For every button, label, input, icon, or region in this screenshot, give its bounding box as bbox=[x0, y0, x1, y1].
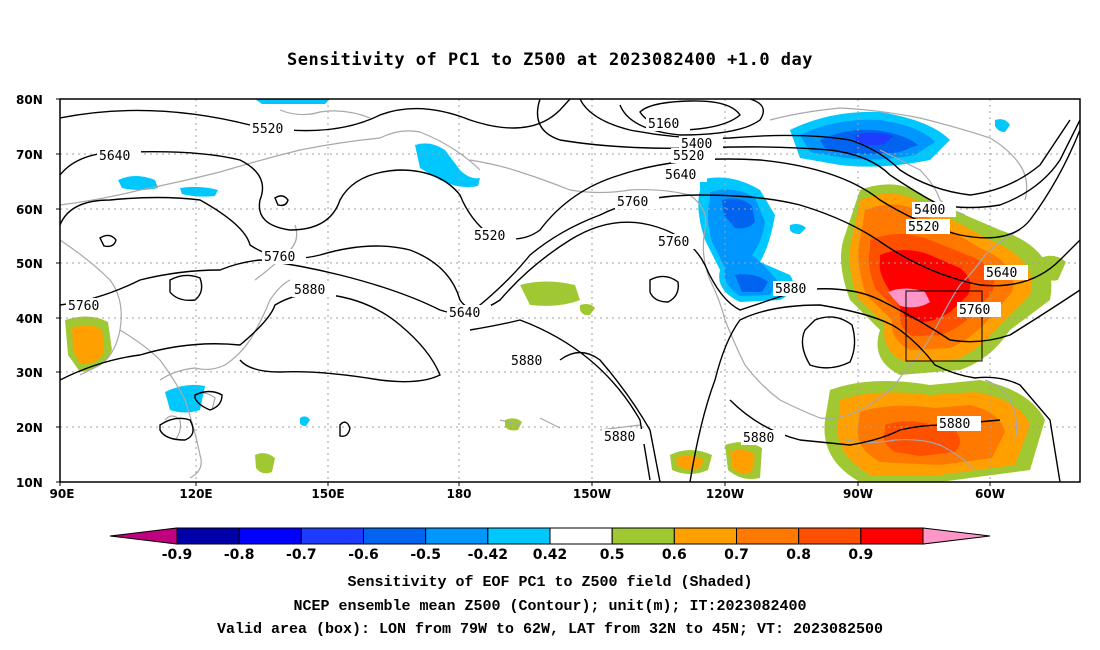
contour-label: 5880 bbox=[294, 283, 325, 298]
valid-area-box bbox=[905, 290, 983, 362]
contour-label: 5760 bbox=[658, 235, 689, 250]
colorbar-tick-label: -0.7 bbox=[286, 547, 317, 563]
caption-valid-area: Valid area (box): LON from 79W to 62W, L… bbox=[216, 621, 884, 638]
colorbar-swatch bbox=[300, 527, 365, 545]
lon-label-120w: 120W bbox=[706, 487, 744, 501]
lon-label-60w: 60W bbox=[975, 487, 1005, 501]
colorbar-tick-label: -0.5 bbox=[410, 547, 441, 563]
lat-labels: 80N 70N 60N 50N 40N 30N 20N 10N bbox=[16, 93, 43, 490]
colorbar-swatch bbox=[673, 527, 737, 545]
colorbar-swatch bbox=[736, 527, 800, 545]
lat-label-50n: 50N bbox=[16, 257, 43, 271]
contour-label: 5520 bbox=[673, 149, 704, 164]
contour-label: 5640 bbox=[99, 149, 130, 164]
contour-label-group: 5520 5640 5160 5400 5520 5640 5760 5520 … bbox=[66, 116, 1028, 446]
colorbar-tick-label: 0.9 bbox=[848, 547, 873, 563]
contour-label: 5160 bbox=[648, 117, 679, 132]
tick-marks bbox=[56, 98, 991, 486]
caption-contour: NCEP ensemble mean Z500 (Contour); unit(… bbox=[293, 598, 807, 615]
colorbar-labels: -0.9 -0.8 -0.7 -0.6 -0.5 -0.42 0.42 0.5 0.6 0.7 0.… bbox=[162, 547, 874, 563]
caption-shaded: Sensitivity of EOF PC1 to Z500 field (Sh… bbox=[347, 574, 753, 591]
colorbar-swatch bbox=[238, 527, 302, 545]
colorbar-tick-label: -0.9 bbox=[162, 547, 193, 563]
contour-label: 5760 bbox=[264, 250, 295, 265]
contour-label: 5880 bbox=[939, 417, 970, 432]
colorbar-tick-label: 0.6 bbox=[662, 547, 687, 563]
contour-label: 5760 bbox=[959, 303, 990, 318]
colorbar-tick-label: 0.7 bbox=[724, 547, 749, 563]
contour-label: 5880 bbox=[604, 430, 635, 445]
lon-label-150w: 150W bbox=[573, 487, 611, 501]
lon-label-90e: 90E bbox=[50, 487, 75, 501]
colorbar bbox=[109, 527, 991, 545]
lat-label-30n: 30N bbox=[16, 366, 43, 380]
lat-label-10n: 10N bbox=[16, 476, 43, 490]
lon-label-150e: 150E bbox=[311, 487, 344, 501]
contour-label: 5640 bbox=[986, 266, 1017, 281]
lat-label-60n: 60N bbox=[16, 203, 43, 217]
contour-label: 5760 bbox=[617, 195, 648, 210]
colorbar-tick-label: 0.8 bbox=[786, 547, 811, 563]
lon-labels: 90E 120E 150E 180 150W 120W 90W 60W bbox=[50, 487, 1005, 501]
contour-label: 5520 bbox=[908, 220, 939, 235]
lon-label-120e: 120E bbox=[179, 487, 212, 501]
plot-frame bbox=[59, 98, 1081, 483]
colorbar-tick-label: 0.5 bbox=[600, 547, 625, 563]
colorbar-swatch bbox=[176, 527, 240, 545]
contour-label: 5640 bbox=[665, 168, 696, 183]
contour-label: 5760 bbox=[68, 299, 99, 314]
colorbar-swatch bbox=[109, 527, 178, 545]
contour-label: 5520 bbox=[474, 229, 505, 244]
colorbar-tick-label: 0.42 bbox=[533, 547, 568, 563]
colorbar-tick-label: -0.42 bbox=[468, 547, 508, 563]
lat-label-70n: 70N bbox=[16, 148, 43, 162]
contour-label: 5640 bbox=[449, 306, 480, 321]
contour-label: 5400 bbox=[914, 203, 945, 218]
colorbar-tick-label: -0.6 bbox=[348, 547, 379, 563]
colorbar-swatch bbox=[922, 527, 991, 545]
lat-label-20n: 20N bbox=[16, 421, 43, 435]
contour-label: 5880 bbox=[743, 431, 774, 446]
colorbar-swatch bbox=[363, 527, 427, 545]
contour-label: 5520 bbox=[252, 122, 283, 137]
graticule bbox=[60, 99, 1080, 482]
contour-label: 5880 bbox=[775, 282, 806, 297]
colorbar-tick-label: -0.8 bbox=[224, 547, 255, 563]
map-title: Sensitivity of PC1 to Z500 at 2023082400… bbox=[286, 50, 813, 70]
colorbar-swatch bbox=[860, 527, 924, 545]
colorbar-swatch bbox=[487, 527, 551, 545]
lon-label-180: 180 bbox=[446, 487, 471, 501]
lat-label-80n: 80N bbox=[16, 93, 43, 107]
lat-label-40n: 40N bbox=[16, 312, 43, 326]
colorbar-swatch bbox=[425, 527, 489, 545]
colorbar-swatch bbox=[798, 527, 862, 545]
lon-label-90w: 90W bbox=[843, 487, 873, 501]
contour-label: 5880 bbox=[511, 354, 542, 369]
colorbar-swatch bbox=[549, 527, 613, 545]
colorbar-swatch bbox=[611, 527, 675, 545]
